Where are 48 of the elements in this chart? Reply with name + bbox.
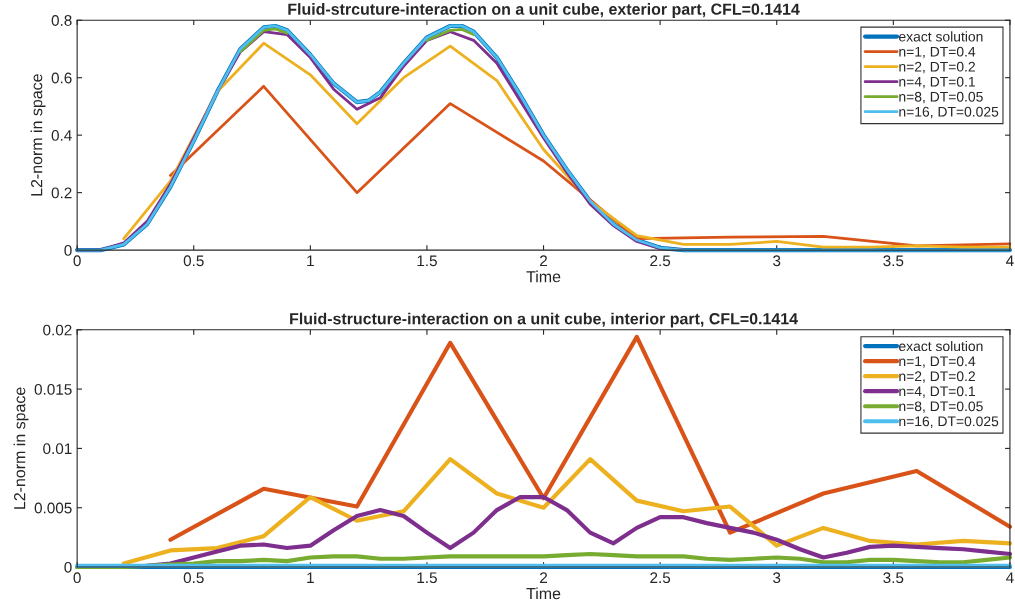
x-tick-label: 1 bbox=[307, 572, 314, 583]
y-tick-label: 0.6 bbox=[51, 72, 72, 84]
y-tick-label: 0.4 bbox=[51, 130, 72, 141]
chart-title: Fluid-strcuture-interaction on a unit cube, exterior part, CFL=0.1414 bbox=[288, 3, 800, 18]
legend-label: exact solution bbox=[899, 340, 983, 352]
legend-label: n=2, DT=0.2 bbox=[899, 371, 975, 383]
legend-label: exact solution bbox=[899, 31, 983, 42]
x-tick-label: 1 bbox=[307, 255, 314, 267]
legend-label: n=16, DT=0.025 bbox=[899, 106, 999, 119]
x-tick-label: 0 bbox=[73, 255, 81, 267]
x-tick-label: 1.5 bbox=[417, 255, 437, 267]
legend-label: n=4, DT=0.1 bbox=[899, 76, 975, 89]
x-tick-label: 4 bbox=[1006, 255, 1014, 267]
legend-label: n=1, DT=0.4 bbox=[899, 46, 976, 59]
x-tick-label: 4 bbox=[1006, 572, 1014, 583]
x-tick-label: 3 bbox=[773, 255, 781, 267]
x-tick-label: 1.5 bbox=[417, 572, 437, 584]
x-tick-label: 2 bbox=[540, 572, 548, 583]
y-tick-label: 0.2 bbox=[51, 187, 72, 199]
x-axis-title: Time bbox=[526, 270, 561, 283]
legend-label: n=1, DT=0.4 bbox=[899, 356, 976, 368]
y-axis-title: L2-norm in space bbox=[30, 74, 46, 196]
x-axis-title: Time bbox=[526, 587, 561, 600]
legend-label: n=4, DT=0.1 bbox=[899, 386, 975, 398]
x-tick-label: 0.5 bbox=[183, 572, 204, 584]
y-axis-title: L2-norm in space bbox=[13, 387, 29, 509]
y-tick-label: 0.02 bbox=[43, 324, 72, 336]
x-tick-label: 2 bbox=[540, 255, 548, 267]
x-tick-label: 2.5 bbox=[650, 572, 671, 584]
y-tick-label: 0.005 bbox=[34, 502, 72, 514]
x-tick-label: 3.5 bbox=[883, 572, 904, 584]
x-tick-label: 2.5 bbox=[650, 255, 671, 267]
x-tick-label: 0.5 bbox=[183, 255, 204, 267]
y-tick-label: 0.01 bbox=[43, 443, 72, 455]
x-tick-label: 0 bbox=[73, 572, 81, 584]
y-tick-label: 0.015 bbox=[34, 383, 72, 395]
legend-label: n=16, DT=0.025 bbox=[899, 416, 999, 428]
legend-label: n=8, DT=0.05 bbox=[899, 91, 983, 104]
legend-label: n=8, DT=0.05 bbox=[899, 401, 983, 413]
chart-title: Fluid-structure-interaction on a unit cube, interior part, CFL=0.1414 bbox=[290, 312, 798, 328]
line-series bbox=[121, 456, 1013, 566]
y-tick-label: 0 bbox=[64, 244, 72, 256]
y-tick-label: 0 bbox=[64, 561, 72, 573]
line-series bbox=[168, 334, 1013, 542]
x-tick-label: 3 bbox=[773, 572, 781, 584]
y-tick-label: 0.8 bbox=[51, 15, 72, 26]
x-tick-label: 3.5 bbox=[883, 255, 904, 267]
legend-label: n=2, DT=0.2 bbox=[899, 61, 975, 74]
